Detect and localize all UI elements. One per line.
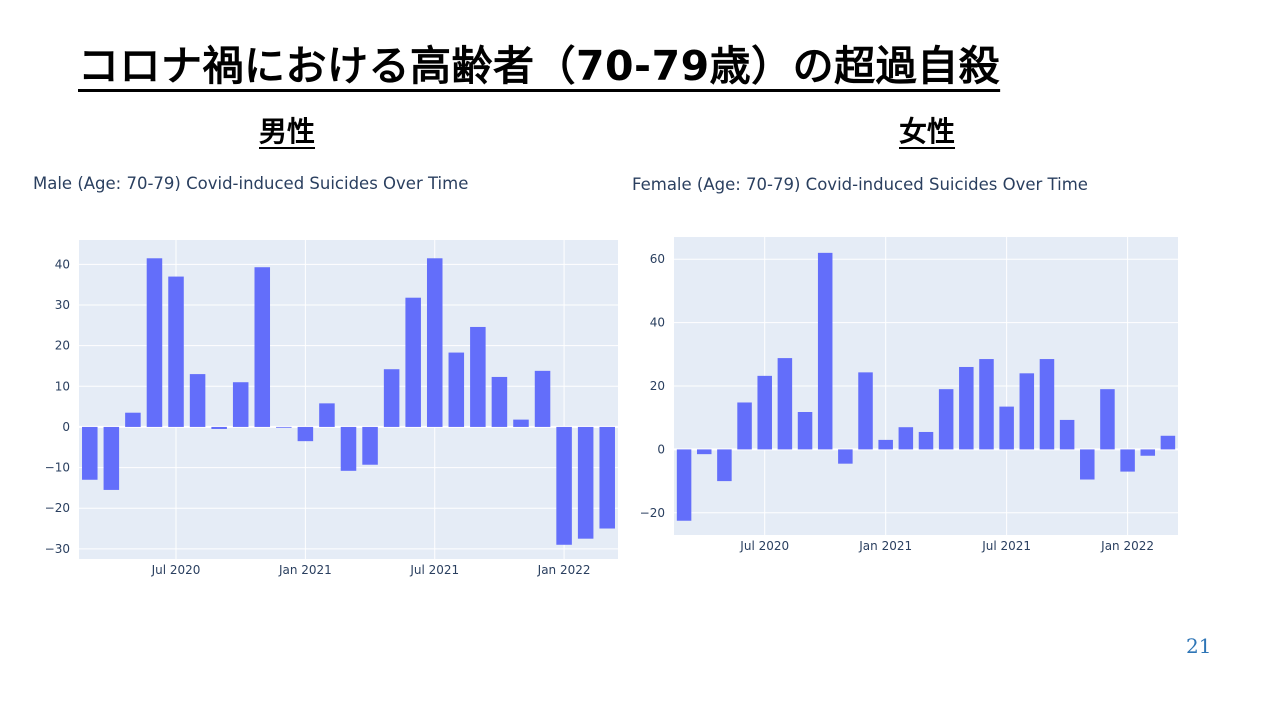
male-bar	[254, 267, 271, 427]
female-bar	[1019, 373, 1035, 450]
male-bar	[362, 426, 378, 465]
male-bar	[513, 419, 529, 427]
male-bar	[189, 374, 206, 427]
female-ytick-label: 20	[650, 379, 665, 393]
female-ytick-label: −20	[640, 506, 665, 520]
male-bar	[599, 426, 615, 529]
female-bar	[817, 252, 833, 450]
female-bar	[1039, 359, 1055, 450]
slide-title: コロナ禍における高齢者（70-79歳）の超過自殺	[78, 42, 1001, 90]
female-bar	[696, 449, 712, 455]
female-bar	[1100, 389, 1115, 450]
female-bar	[717, 449, 732, 482]
male-bar	[556, 426, 572, 545]
male-xtick-label: Jan 2021	[278, 563, 332, 577]
female-bar	[858, 372, 873, 450]
female-bar	[999, 406, 1014, 450]
male-ytick-label: 0	[62, 420, 70, 434]
female-bar	[1080, 449, 1095, 480]
male-bar	[319, 403, 335, 427]
male-bar	[276, 426, 292, 428]
male-ytick-label: −30	[45, 542, 70, 556]
female-xtick-label: Jan 2022	[1100, 539, 1154, 553]
male-bar	[470, 326, 486, 427]
female-xtick-label: Jul 2020	[739, 539, 789, 553]
male-bar	[146, 258, 163, 427]
male-heading: 男性	[259, 115, 316, 148]
female-bar	[898, 427, 914, 450]
female-xtick-label: Jan 2021	[858, 539, 912, 553]
female-bar	[878, 439, 893, 450]
male-ytick-label: 40	[55, 257, 70, 271]
female-bar	[1120, 449, 1135, 472]
male-xtick-label: Jan 2022	[537, 563, 591, 577]
male-ytick-label: −20	[45, 501, 70, 515]
female-heading: 女性	[899, 115, 956, 148]
male-bar	[491, 376, 508, 427]
female-bar	[797, 411, 813, 450]
female-bar	[1059, 419, 1075, 450]
female-ytick-label: 0	[657, 442, 665, 456]
female-bar	[757, 375, 772, 450]
male-bar	[426, 258, 443, 427]
female-ytick-label: 40	[650, 316, 665, 330]
female-ytick-label: 60	[650, 252, 665, 266]
female-bar	[979, 359, 994, 450]
female-chart-title: Female (Age: 70-79) Covid-induced Suicid…	[632, 175, 1088, 194]
female-bar	[737, 402, 752, 450]
female-bar	[1160, 435, 1176, 450]
female-suicides-chart: −20 0 20 40 60 Jul 2020 Jan 2021 Jul 2021 Jan 20…	[640, 237, 1178, 553]
male-bar	[383, 369, 400, 427]
male-bar	[577, 426, 594, 539]
male-suicides-chart: −30 −20 −10 0 10 20 30 40 Jul 2020 Jan 2021 Jul 20…	[45, 240, 618, 577]
male-bar	[405, 297, 421, 427]
male-ytick-label: −10	[45, 461, 70, 475]
male-xtick-label: Jul 2020	[151, 563, 201, 577]
male-bar	[297, 426, 314, 442]
female-bar	[838, 449, 853, 464]
male-ytick-label: 10	[55, 379, 70, 393]
male-chart-title: Male (Age: 70-79) Covid-induced Suicides…	[33, 174, 469, 193]
male-bar	[534, 370, 551, 427]
male-ytick-label: 20	[55, 339, 70, 353]
female-bar	[676, 449, 692, 521]
male-xtick-label: Jul 2021	[409, 563, 459, 577]
male-bar	[232, 382, 249, 427]
male-bar	[82, 426, 98, 480]
female-bar	[918, 431, 934, 450]
female-bar	[959, 366, 974, 450]
page-number: 21	[1186, 634, 1212, 658]
female-bar	[777, 358, 793, 450]
female-bar	[1140, 449, 1156, 456]
male-ytick-label: 30	[55, 298, 70, 312]
male-bar	[448, 352, 465, 427]
male-bar	[125, 412, 141, 427]
male-bar	[211, 426, 227, 429]
female-xtick-label: Jul 2021	[981, 539, 1031, 553]
male-bar	[168, 276, 184, 427]
male-bar	[340, 426, 357, 471]
female-bar	[938, 389, 954, 450]
male-bar	[103, 426, 120, 490]
